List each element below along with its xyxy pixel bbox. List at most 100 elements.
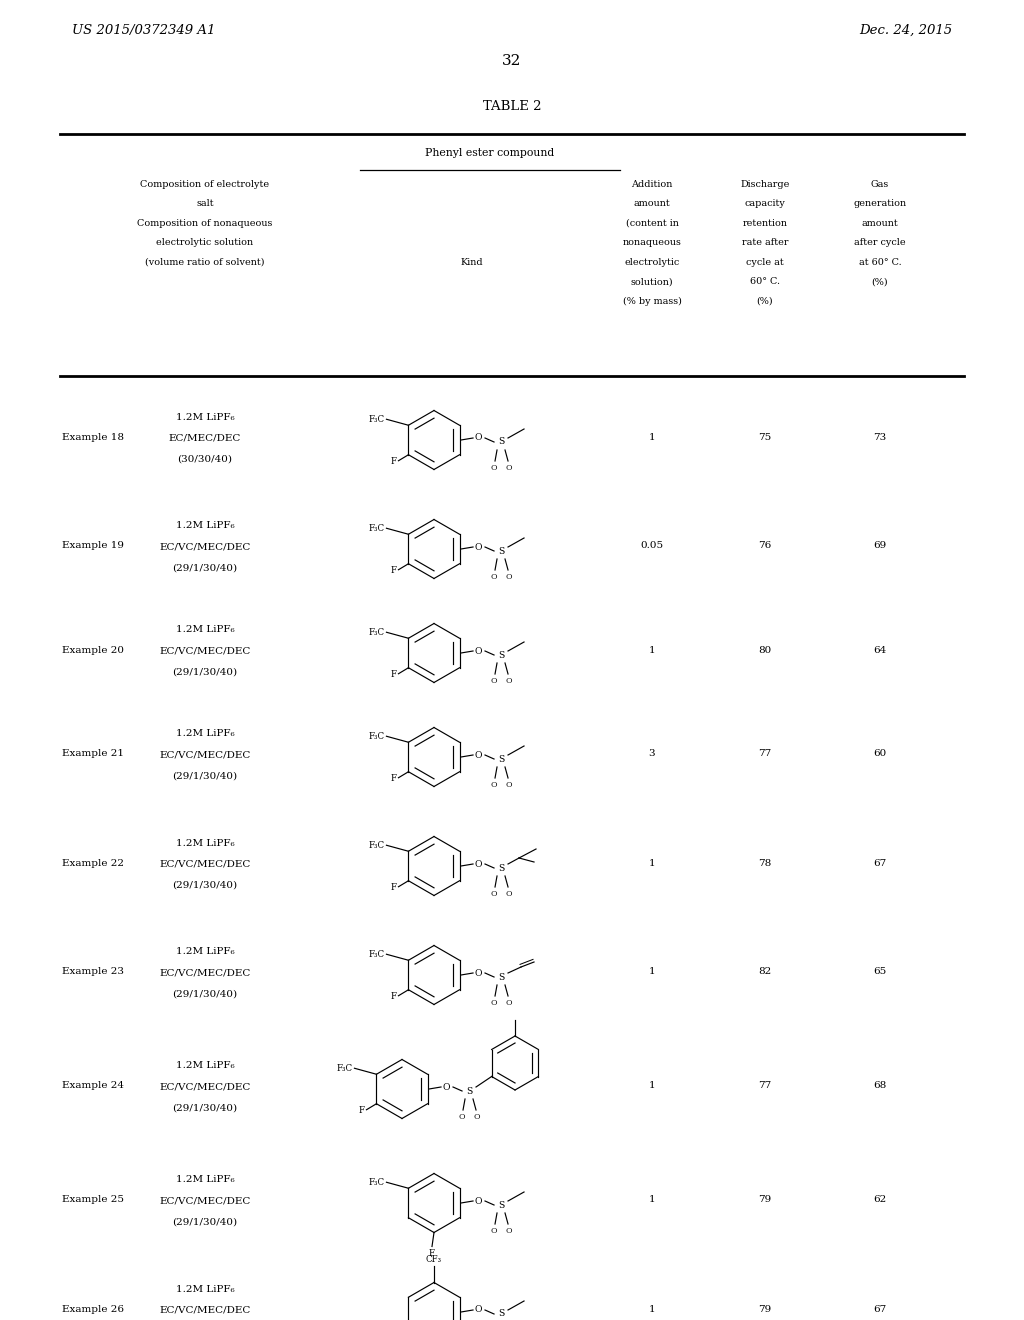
Text: F₃C: F₃C	[369, 731, 384, 741]
Text: 1.2M LiPF₆: 1.2M LiPF₆	[176, 413, 234, 421]
Text: rate after: rate after	[741, 239, 788, 247]
Text: EC/VC/MEC/DEC: EC/VC/MEC/DEC	[160, 969, 251, 978]
Text: O: O	[474, 433, 481, 442]
Text: Example 18: Example 18	[62, 433, 124, 441]
Text: (30/30/40): (30/30/40)	[177, 454, 232, 463]
Text: at 60° C.: at 60° C.	[859, 257, 901, 267]
Text: EC/VC/MEC/DEC: EC/VC/MEC/DEC	[160, 859, 251, 869]
Text: 1: 1	[648, 1304, 655, 1313]
Text: EC/VC/MEC/DEC: EC/VC/MEC/DEC	[160, 647, 251, 656]
Text: Example 25: Example 25	[62, 1196, 124, 1204]
Text: 60: 60	[873, 750, 887, 759]
Text: 79: 79	[759, 1304, 772, 1313]
Text: 68: 68	[873, 1081, 887, 1090]
Text: US 2015/0372349 A1: US 2015/0372349 A1	[72, 24, 215, 37]
Text: EC/VC/MEC/DEC: EC/VC/MEC/DEC	[160, 1196, 251, 1205]
Text: capacity: capacity	[744, 199, 785, 209]
Text: amount: amount	[634, 199, 671, 209]
Text: 82: 82	[759, 968, 772, 977]
Text: (volume ratio of solvent): (volume ratio of solvent)	[145, 257, 265, 267]
Text: F₃C: F₃C	[369, 524, 384, 533]
Text: F: F	[390, 566, 396, 576]
Text: EC/VC/MEC/DEC: EC/VC/MEC/DEC	[160, 751, 251, 759]
Text: 1.2M LiPF₆: 1.2M LiPF₆	[176, 626, 234, 635]
Text: Dec. 24, 2015: Dec. 24, 2015	[859, 24, 952, 37]
Text: 73: 73	[873, 433, 887, 441]
Text: 65: 65	[873, 968, 887, 977]
Text: S: S	[466, 1086, 472, 1096]
Text: Example 21: Example 21	[62, 750, 124, 759]
Text: 67: 67	[873, 858, 887, 867]
Text: (29/1/30/40): (29/1/30/40)	[172, 771, 238, 780]
Text: O: O	[490, 781, 498, 789]
Text: S: S	[498, 1200, 504, 1209]
Text: EC/VC/MEC/DEC: EC/VC/MEC/DEC	[160, 1305, 251, 1315]
Text: Addition: Addition	[632, 180, 673, 189]
Text: (29/1/30/40): (29/1/30/40)	[172, 1217, 238, 1226]
Text: O: O	[490, 999, 498, 1007]
Text: F: F	[390, 883, 396, 892]
Text: CF₃: CF₃	[426, 1254, 442, 1263]
Text: F: F	[390, 671, 396, 680]
Text: O: O	[490, 573, 498, 581]
Text: Composition of electrolyte: Composition of electrolyte	[140, 180, 269, 189]
Text: cycle at: cycle at	[746, 257, 784, 267]
Text: F: F	[429, 1249, 435, 1258]
Text: electrolytic solution: electrolytic solution	[157, 239, 254, 247]
Text: F₃C: F₃C	[369, 950, 384, 958]
Text: O: O	[506, 890, 512, 898]
Text: (%): (%)	[871, 277, 888, 286]
Text: O: O	[490, 677, 498, 685]
Text: 3: 3	[648, 750, 655, 759]
Text: O: O	[506, 999, 512, 1007]
Text: Composition of nonaqueous: Composition of nonaqueous	[137, 219, 272, 228]
Text: O: O	[474, 647, 481, 656]
Text: O: O	[474, 1196, 481, 1205]
Text: F₃C: F₃C	[369, 1177, 384, 1187]
Text: 69: 69	[873, 541, 887, 550]
Text: Example 23: Example 23	[62, 968, 124, 977]
Text: (29/1/30/40): (29/1/30/40)	[172, 564, 238, 573]
Text: 1.2M LiPF₆: 1.2M LiPF₆	[176, 521, 234, 531]
Text: 62: 62	[873, 1196, 887, 1204]
Text: 1: 1	[648, 645, 655, 655]
Text: 1.2M LiPF₆: 1.2M LiPF₆	[176, 730, 234, 738]
Text: salt: salt	[197, 199, 214, 209]
Text: O: O	[490, 1228, 498, 1236]
Text: Gas: Gas	[870, 180, 889, 189]
Text: O: O	[506, 465, 512, 473]
Text: (29/1/30/40): (29/1/30/40)	[172, 1104, 238, 1113]
Text: 1: 1	[648, 1081, 655, 1090]
Text: 67: 67	[873, 1304, 887, 1313]
Text: F: F	[390, 457, 396, 466]
Text: Phenyl ester compound: Phenyl ester compound	[425, 148, 555, 158]
Text: S: S	[498, 755, 504, 763]
Text: O: O	[474, 751, 481, 759]
Text: 1.2M LiPF₆: 1.2M LiPF₆	[176, 1176, 234, 1184]
Text: O: O	[442, 1082, 450, 1092]
Text: Example 19: Example 19	[62, 541, 124, 550]
Text: (content in: (content in	[626, 219, 679, 228]
Text: O: O	[506, 781, 512, 789]
Text: Discharge: Discharge	[740, 180, 790, 189]
Text: 75: 75	[759, 433, 772, 441]
Text: retention: retention	[742, 219, 787, 228]
Text: (%): (%)	[757, 297, 773, 306]
Text: solution): solution)	[631, 277, 674, 286]
Text: 1.2M LiPF₆: 1.2M LiPF₆	[176, 948, 234, 957]
Text: F: F	[390, 993, 396, 1002]
Text: F: F	[390, 775, 396, 783]
Text: S: S	[498, 1309, 504, 1319]
Text: S: S	[498, 546, 504, 556]
Text: 76: 76	[759, 541, 772, 550]
Text: 32: 32	[503, 54, 521, 69]
Text: (29/1/30/40): (29/1/30/40)	[172, 668, 238, 676]
Text: Example 24: Example 24	[62, 1081, 124, 1090]
Text: S: S	[498, 651, 504, 660]
Text: F₃C: F₃C	[369, 841, 384, 850]
Text: O: O	[506, 1228, 512, 1236]
Text: EC/MEC/DEC: EC/MEC/DEC	[169, 433, 242, 442]
Text: 1.2M LiPF₆: 1.2M LiPF₆	[176, 1284, 234, 1294]
Text: F₃C: F₃C	[336, 1064, 352, 1073]
Text: 0.05: 0.05	[640, 541, 664, 550]
